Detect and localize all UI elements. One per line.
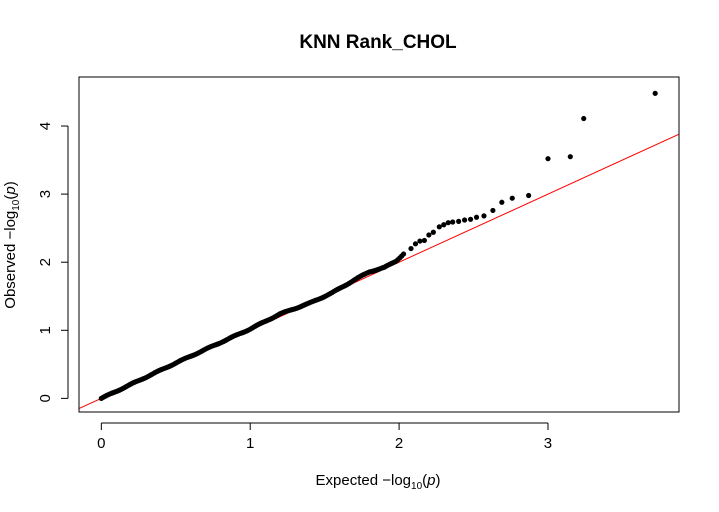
x-label-variable: p bbox=[426, 472, 435, 489]
y-tick-label: 4 bbox=[37, 122, 54, 130]
data-point bbox=[421, 237, 428, 244]
data-point bbox=[436, 224, 442, 230]
data-point bbox=[400, 251, 407, 257]
y-tick-label: 2 bbox=[37, 258, 54, 266]
y-tick-label: 3 bbox=[37, 190, 54, 198]
x-label-subscript: 10 bbox=[411, 481, 423, 492]
data-point bbox=[481, 213, 487, 219]
data-point bbox=[652, 90, 658, 96]
x-axis-label: Expected −log10(p) bbox=[316, 472, 441, 492]
x-label-prefix: Expected −log bbox=[316, 472, 412, 489]
data-point bbox=[456, 218, 462, 224]
data-point bbox=[408, 245, 414, 252]
x-label-close: ) bbox=[435, 472, 440, 489]
data-points-layer bbox=[98, 90, 658, 401]
y-label-open: ( bbox=[2, 195, 19, 200]
x-label-open: ( bbox=[422, 472, 427, 489]
data-point bbox=[445, 220, 451, 226]
x-tick-label: 1 bbox=[246, 435, 254, 452]
data-point bbox=[499, 199, 505, 205]
y-label-prefix: Observed −log bbox=[2, 211, 19, 309]
data-point bbox=[545, 156, 551, 162]
data-point bbox=[509, 195, 515, 201]
x-tick-label: 2 bbox=[395, 435, 403, 452]
data-point bbox=[417, 238, 423, 244]
x-axis: 0 1 2 3 bbox=[97, 422, 552, 452]
data-point bbox=[526, 192, 532, 199]
x-tick-label: 0 bbox=[97, 435, 105, 452]
data-point bbox=[581, 115, 587, 122]
data-point bbox=[467, 216, 474, 222]
plot-frame bbox=[78, 76, 680, 413]
y-axis: 0 1 2 3 4 bbox=[37, 122, 69, 403]
chart-title: KNN Rank_CHOL bbox=[299, 32, 457, 53]
x-tick-label: 3 bbox=[544, 435, 552, 452]
y-axis-label: Observed −log10(p) bbox=[2, 181, 22, 308]
data-point bbox=[462, 217, 468, 223]
data-point bbox=[426, 232, 432, 238]
y-tick-label: 1 bbox=[37, 326, 54, 334]
data-point bbox=[441, 222, 447, 228]
data-point bbox=[490, 207, 496, 214]
data-point bbox=[430, 229, 436, 235]
y-label-variable: p bbox=[2, 186, 19, 195]
y-label-close: ) bbox=[2, 181, 19, 186]
y-tick-label: 0 bbox=[37, 394, 54, 402]
data-point bbox=[450, 219, 456, 225]
data-point bbox=[473, 214, 480, 220]
data-point bbox=[412, 241, 419, 247]
data-point bbox=[567, 154, 573, 160]
y-label-subscript: 10 bbox=[11, 199, 22, 211]
